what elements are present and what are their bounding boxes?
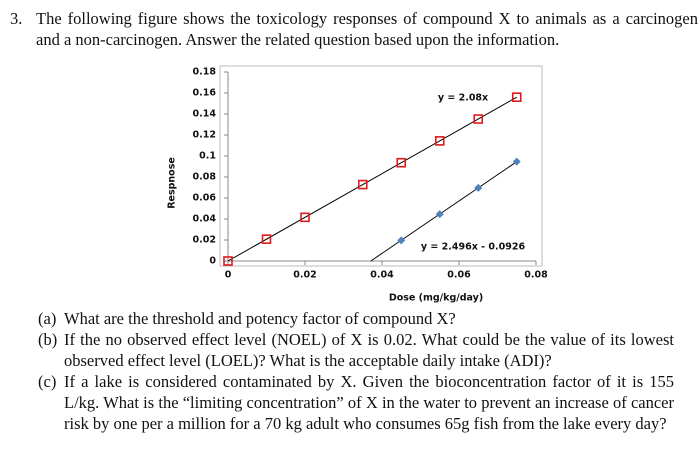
- marker: [474, 183, 483, 192]
- marker: [434, 136, 445, 146]
- y-tick-label: 0.08: [193, 172, 217, 183]
- part: (a) What are the threshold and potency fa…: [38, 308, 674, 329]
- trend-equation: y = 2.08x: [438, 93, 488, 104]
- part-text: What are the threshold and potency facto…: [64, 309, 456, 328]
- part-text: If a lake is considered contaminated by …: [64, 372, 674, 433]
- y-tick-label: 0.16: [193, 88, 217, 99]
- marker: [435, 210, 444, 219]
- y-tick-label: 0.02: [193, 235, 216, 246]
- marker: [261, 234, 272, 244]
- part-label: (c): [38, 372, 57, 391]
- part: (c) If a lake is considered contaminated …: [38, 371, 674, 434]
- marker: [473, 114, 484, 124]
- y-tick-label: 0.04: [193, 214, 217, 225]
- question: 3. The following figure shows the toxico…: [10, 8, 698, 50]
- marker: [396, 157, 407, 168]
- trendline: [227, 96, 517, 262]
- y-tick-label: 0: [209, 256, 216, 267]
- x-tick-label: 0.04: [370, 270, 394, 281]
- part-text: If the no observed effect level (NOEL) o…: [64, 330, 674, 370]
- marker: [300, 212, 310, 223]
- y-tick-label: 0.14: [193, 109, 217, 120]
- y-axis-label: Respnose: [167, 157, 178, 209]
- marker: [223, 256, 233, 266]
- x-tick-label: 0.06: [447, 270, 471, 281]
- y-tick-label: 0.12: [193, 130, 216, 141]
- trendline: [370, 161, 518, 262]
- x-tick-label: 0: [225, 270, 232, 281]
- question-number: 3.: [10, 9, 23, 28]
- x-axis-label: Dose (mg/kg/day): [389, 293, 483, 304]
- plot-frame: [219, 65, 543, 267]
- part-label: (a): [38, 309, 57, 328]
- x-tick-label: 0.02: [293, 270, 316, 281]
- marker: [397, 236, 406, 245]
- part-label: (b): [38, 330, 58, 349]
- marker: [511, 92, 522, 102]
- x-tick-label: 0.08: [524, 270, 548, 281]
- part: (b) If the no observed effect level (NOEL…: [38, 329, 674, 371]
- y-tick-label: 0.18: [193, 67, 217, 78]
- marker: [357, 179, 368, 190]
- y-tick-label: 0.06: [193, 193, 217, 204]
- question-text: The following figure shows the toxicolog…: [36, 9, 698, 49]
- marker: [512, 157, 521, 166]
- y-tick-label: 0.1: [199, 151, 216, 162]
- trend-equation: y = 2.496x - 0.0926: [421, 242, 526, 253]
